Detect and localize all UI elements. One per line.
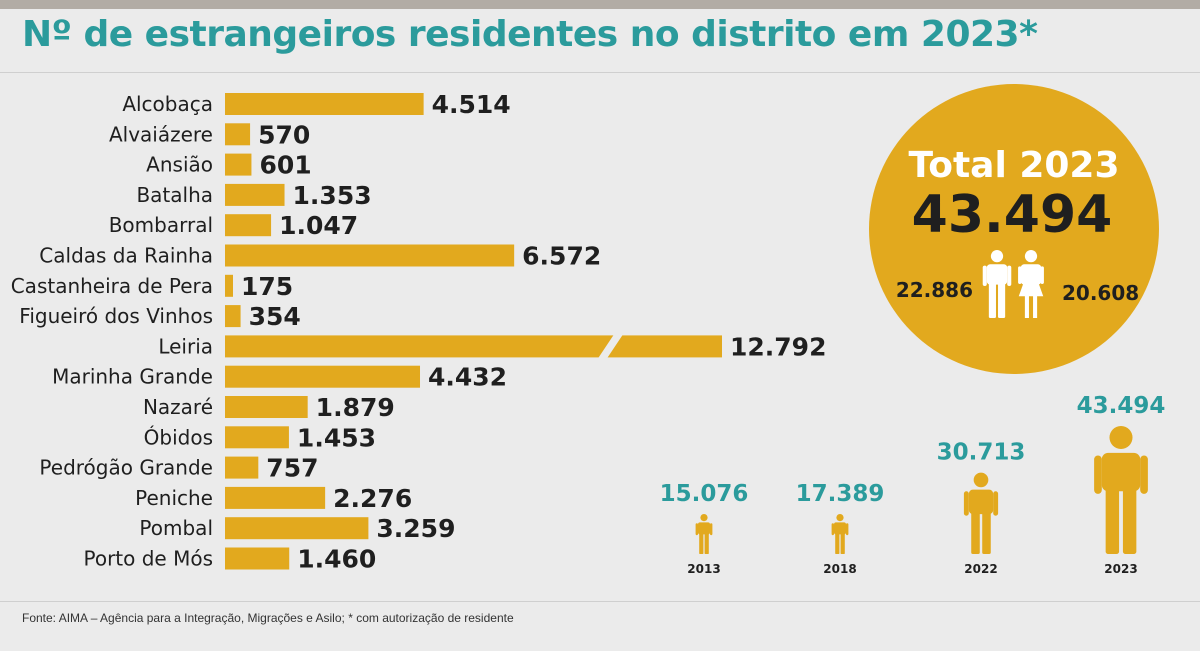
category-label-pombal: Pombal [139,516,213,540]
top-rule [0,0,1200,9]
bar-pombal [225,517,369,540]
bar-marinha-grande [225,365,421,388]
category-label-castanheira-de-pera: Castanheira de Pera [11,274,213,298]
bar-nazare [225,396,308,418]
category-label-obidos: Óbidos [144,425,213,449]
year-value-2022: 30.713 [937,440,1026,466]
year-value-2023: 43.494 [1077,393,1166,419]
female-count: 20.608 [1062,281,1139,305]
category-label-alvaiazere: Alvaiázere [109,122,213,146]
value-label-pedrogao-grande: 757 [266,454,318,483]
value-label-marinha-grande: 4.432 [428,363,507,392]
bar-batalha [225,183,285,206]
bar-figueiro-dos-vinhos [225,305,241,328]
bar-caldas-da-rainha [225,244,515,267]
total-circle [869,84,1159,374]
male-icon [982,250,1012,318]
bar-alvaiazere [225,123,251,146]
value-label-pombal: 3.259 [376,514,455,543]
year-label-2022: 2022 [964,562,997,576]
male-count: 22.886 [896,278,973,302]
person-icon-2013 [695,514,713,554]
footer-divider [0,601,1200,602]
value-label-castanheira-de-pera: 175 [241,272,293,301]
value-label-bombarral: 1.047 [279,211,358,240]
value-label-batalha: 1.353 [293,181,372,210]
chart-canvas: Alcobaça 4.514 Alvaiázere 570 Ansião 601 Batal… [11,84,1166,576]
category-label-leiria: Leiria [158,334,213,358]
year-label-2013: 2013 [687,562,720,576]
bar-obidos [225,426,289,449]
bar-peniche [225,486,326,509]
category-label-batalha: Batalha [136,183,213,207]
female-icon [1018,250,1044,318]
year-value-2018: 17.389 [796,481,885,507]
value-label-alvaiazere: 570 [258,120,310,149]
category-label-marinha-grande: Marinha Grande [52,365,213,389]
value-label-leiria: 12.792 [730,332,826,361]
value-label-porto-de-mos: 1.460 [297,545,376,574]
category-label-alcobaca: Alcobaça [122,92,213,116]
category-label-figueiro-dos-vinhos: Figueiró dos Vinhos [19,304,213,328]
bar-porto-de-mos [225,547,290,570]
value-label-figueiro-dos-vinhos: 354 [249,302,301,331]
value-label-nazare: 1.879 [316,393,395,422]
bar-pedrogao-grande [225,456,259,479]
year-pictogram: 15.076 2013 17.389 2018 30.713 2022 43.494 2023 [660,393,1166,576]
value-label-peniche: 2.276 [333,484,412,513]
bar-leiria [225,335,722,358]
value-label-caldas-da-rainha: 6.572 [522,242,601,271]
bar-castanheira-de-pera [225,274,233,297]
bar-chart: Alcobaça 4.514 Alvaiázere 570 Ansião 601 Batal… [11,90,827,574]
year-label-2023: 2023 [1104,562,1137,576]
axis-break-marker [598,334,623,359]
total-title: Total 2023 [908,145,1119,186]
category-label-nazare: Nazaré [143,395,213,419]
category-label-ansiao: Ansião [146,153,213,177]
total-value: 43.494 [912,185,1113,245]
value-label-ansiao: 601 [259,151,311,180]
category-label-bombarral: Bombarral [109,213,213,237]
category-label-porto-de-mos: Porto de Mós [83,547,213,571]
value-label-obidos: 1.453 [297,423,376,452]
title-divider [0,72,1200,73]
category-label-caldas-da-rainha: Caldas da Rainha [39,244,213,268]
person-icon-2018 [831,514,849,554]
year-value-2013: 15.076 [660,481,749,507]
person-icon-2023 [1094,426,1148,554]
bar-ansiao [225,153,252,176]
bar-alcobaca [225,93,424,115]
year-label-2018: 2018 [823,562,856,576]
page-title: Nº de estrangeiros residentes no distrit… [22,14,1038,55]
bar-bombarral [225,214,272,237]
category-label-peniche: Peniche [135,486,213,510]
value-label-alcobaca: 4.514 [432,90,511,119]
person-icon-2022 [963,472,999,554]
source-note: Fonte: AIMA – Agência para a Integração,… [22,611,514,625]
category-label-pedrogao-grande: Pedrógão Grande [39,456,213,480]
